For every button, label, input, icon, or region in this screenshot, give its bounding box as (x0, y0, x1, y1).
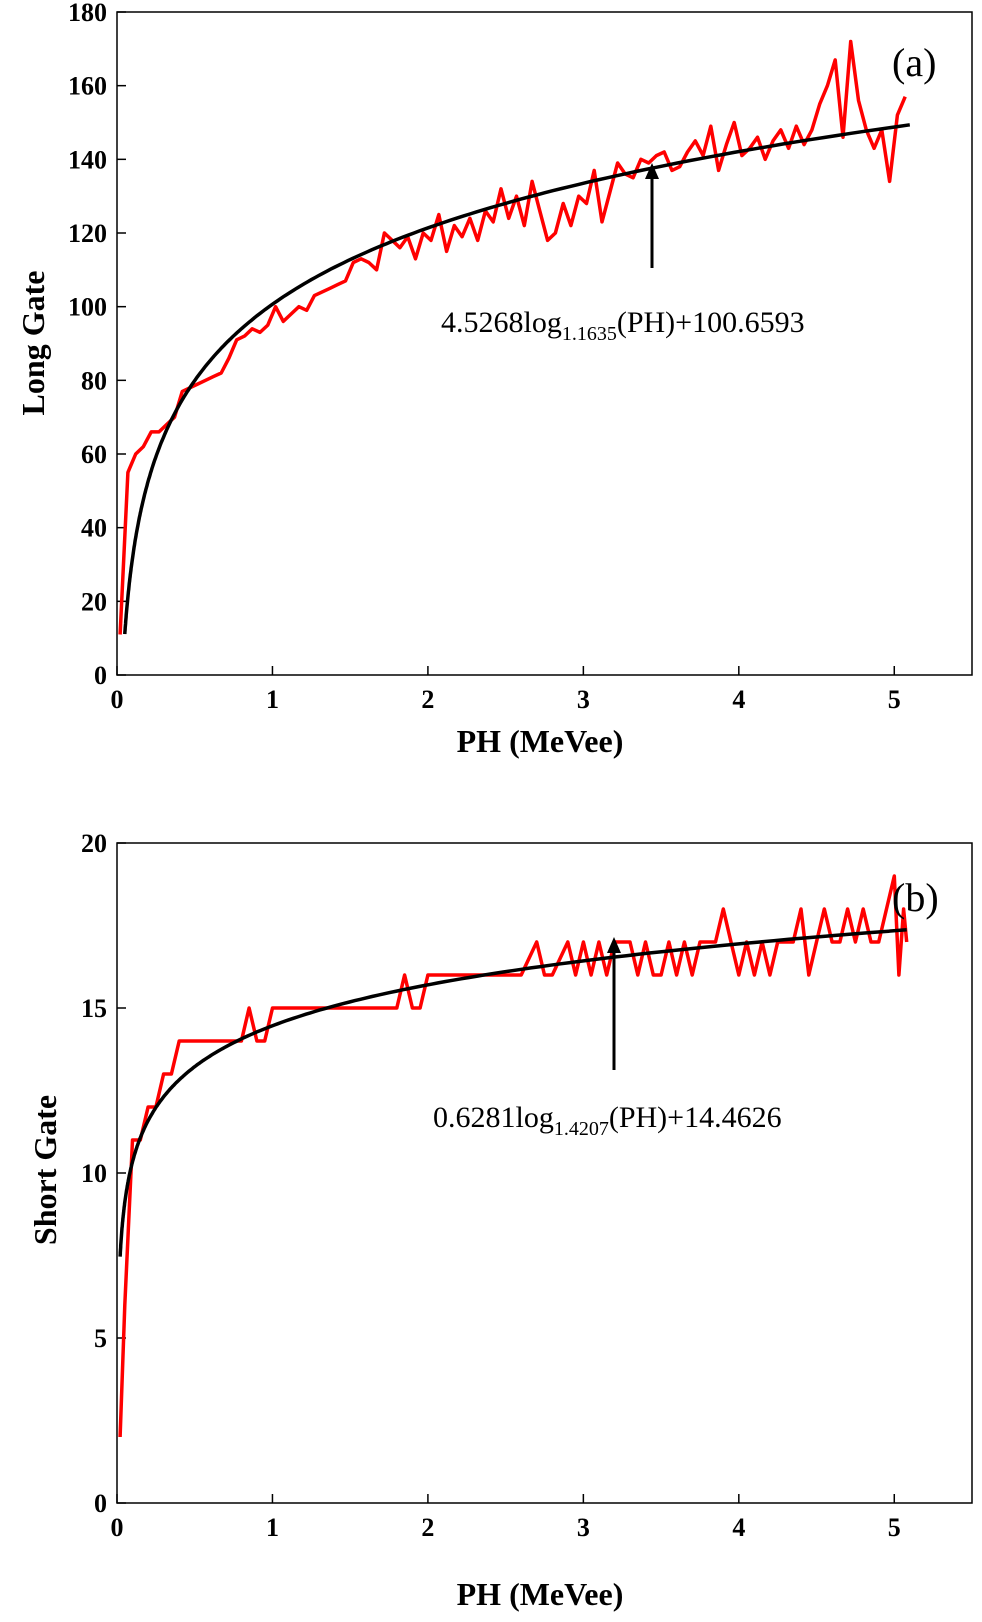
y-tick-label: 15 (81, 994, 107, 1023)
x-tick-label: 4 (732, 1513, 745, 1542)
x-axis-label-a: PH (MeVee) (457, 723, 624, 759)
x-tick-label: 1 (266, 685, 279, 714)
fit-curve (123, 123, 911, 635)
x-tick-label: 4 (732, 685, 745, 714)
panel-b: 0 5 10 15 20 0 1 2 3 4 5 (b) PH (MeVee) Short Gat… (27, 829, 973, 1612)
series-b (118, 874, 909, 1438)
y-axis-label-b: Short Gate (27, 1095, 63, 1245)
annotation-arrowhead-b (607, 937, 621, 953)
panel-label-b: (b) (892, 875, 939, 920)
x-tick-label: 5 (888, 685, 901, 714)
y-ticks-a: 0 20 40 60 80 100 120 140 160 180 (68, 0, 126, 690)
y-tick-label: 10 (81, 1159, 107, 1188)
panel-a: 0 20 40 60 80 100 120 140 160 180 0 1 2 3 4 5 (a) PH (… (15, 0, 973, 759)
x-tick-label: 5 (888, 1513, 901, 1542)
y-tick-label: 160 (68, 72, 107, 101)
x-ticks-b: 0 1 2 3 4 5 (111, 1494, 901, 1542)
y-tick-label: 120 (68, 219, 107, 248)
x-axis-label-b: PH (MeVee) (457, 1576, 624, 1612)
x-tick-label: 0 (111, 1513, 124, 1542)
x-tick-label: 3 (577, 685, 590, 714)
fit-equation-a-suffix: (PH)+100.6593 (617, 306, 805, 339)
y-tick-label: 100 (68, 293, 107, 322)
series-line-measured (118, 39, 907, 635)
y-tick-label: 5 (94, 1324, 107, 1353)
y-axis-label-a: Long Gate (15, 271, 51, 416)
fit-equation-a: 4.5268log1.1635(PH)+100.6593 (441, 306, 805, 345)
annotation-arrowhead-a (645, 163, 659, 179)
fit-equation-a-base: 1.1635 (562, 323, 617, 345)
fit-equation-b-base: 1.4207 (554, 1118, 609, 1140)
y-tick-label: 0 (94, 661, 107, 690)
y-ticks-b: 0 5 10 15 20 (81, 829, 126, 1518)
y-tick-label: 60 (81, 440, 107, 469)
plot-frame-b (116, 842, 973, 1504)
fit-annotation-b: 0.6281log1.4207(PH)+14.4626 (433, 937, 782, 1140)
y-tick-label: 40 (81, 514, 107, 543)
series-a (118, 39, 911, 635)
fit-equation-b-suffix: (PH)+14.4626 (609, 1101, 782, 1134)
x-tick-label: 2 (421, 1513, 434, 1542)
fit-equation-b: 0.6281log1.4207(PH)+14.4626 (433, 1101, 782, 1140)
y-tick-label: 140 (68, 145, 107, 174)
y-tick-label: 180 (68, 0, 107, 27)
y-tick-label: 80 (81, 366, 107, 395)
x-tick-label: 0 (111, 685, 124, 714)
fit-annotation-a: 4.5268log1.1635(PH)+100.6593 (441, 163, 805, 345)
y-tick-label: 0 (94, 1489, 107, 1518)
y-tick-label: 20 (81, 829, 107, 858)
fit-curve (118, 928, 907, 1257)
series-line-measured (118, 874, 909, 1438)
y-tick-label: 20 (81, 587, 107, 616)
panel-label-a: (a) (892, 40, 936, 85)
x-ticks-a: 0 1 2 3 4 5 (111, 666, 901, 714)
x-tick-label: 3 (577, 1513, 590, 1542)
x-tick-label: 1 (266, 1513, 279, 1542)
fit-equation-a-prefix: 4.5268log (441, 306, 562, 339)
x-tick-label: 2 (421, 685, 434, 714)
fit-equation-b-prefix: 0.6281log (433, 1101, 554, 1134)
plot-frame-a (116, 11, 973, 676)
